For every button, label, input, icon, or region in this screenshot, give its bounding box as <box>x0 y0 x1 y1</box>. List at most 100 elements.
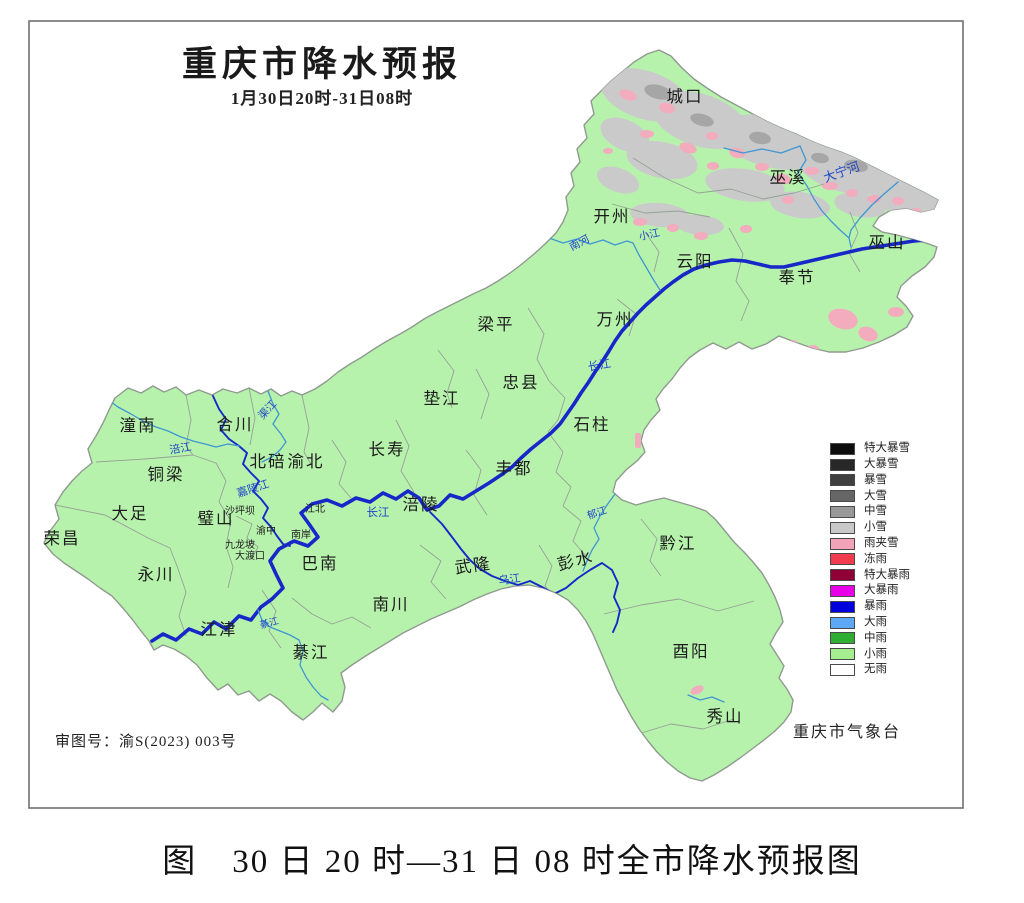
map-title: 重庆市降水预报 <box>181 45 462 84</box>
district-label: 黔江 <box>660 534 697 553</box>
qijiang-river <box>257 609 329 701</box>
legend-item: 冻雨 <box>830 552 910 568</box>
legend-label: 雨夹雪 <box>864 536 899 549</box>
district-label: 铜梁 <box>148 465 185 484</box>
legend-swatch <box>830 458 855 471</box>
district-label: 巴南 <box>302 554 339 573</box>
figure-caption: 图 30 日 20 时—31 日 08 时全市降水预报图 <box>162 844 862 880</box>
district-label: 长寿 <box>369 440 406 459</box>
sleet-patch <box>755 163 769 171</box>
city-district-label: 九龙坡 <box>225 538 255 551</box>
legend-item: 中雨 <box>830 631 910 647</box>
legend-label: 大雨 <box>864 615 887 628</box>
legend-item: 特大暴雪 <box>830 441 910 457</box>
district-line <box>562 505 587 557</box>
sleet-patch <box>892 197 904 205</box>
sleet-patch <box>867 195 881 203</box>
district-label: 垫江 <box>424 389 461 408</box>
legend-label: 大雪 <box>864 489 887 502</box>
district-line <box>728 227 750 322</box>
district-label: 璧山 <box>198 509 235 528</box>
legend-swatch <box>830 632 855 645</box>
legend-item: 大雨 <box>830 615 910 631</box>
legend-label: 冻雨 <box>864 552 887 565</box>
district-label: 云阳 <box>677 252 714 271</box>
sleet-patch <box>659 102 675 114</box>
district-label: 合川 <box>217 415 254 434</box>
moderate-snow-patch <box>749 131 771 145</box>
district-label: 梁平 <box>478 315 515 334</box>
sleet-patch <box>909 298 923 306</box>
district-label: 武隆 <box>454 554 493 578</box>
district-line <box>555 471 572 507</box>
river-label: 小江 <box>638 227 662 243</box>
moderate-snow-patch <box>690 113 714 127</box>
sleet-patch <box>690 685 704 695</box>
sleet-patch <box>640 130 654 138</box>
district-line <box>291 597 372 629</box>
sleet-patch <box>822 182 838 190</box>
youyang-stream <box>687 694 725 703</box>
sleet-patch <box>635 433 641 448</box>
district-line <box>185 394 194 456</box>
district-line <box>637 718 735 735</box>
snow-patch <box>676 214 724 236</box>
legend-label: 无雨 <box>864 663 887 676</box>
fu-river <box>106 398 240 448</box>
sleet-patches <box>603 89 931 695</box>
legend-label: 小雨 <box>864 647 887 660</box>
district-line <box>419 544 447 600</box>
legend: 特大暴雪 大暴雪 暴雪 大雪 中雪 小雪 雨夹雪 冻雨 特大暴雨 大暴雨 暴雨 大雨 中雨 小雨 无雨 <box>830 441 910 678</box>
daning-river <box>797 145 852 248</box>
legend-swatch <box>830 600 855 613</box>
district-line <box>301 394 313 467</box>
legend-item: 雨夹雪 <box>830 536 910 552</box>
daning-river-branch-east <box>848 181 899 239</box>
snow-patch <box>912 192 938 232</box>
district-line <box>176 565 187 637</box>
legend-item: 特大暴雨 <box>830 567 910 583</box>
sleet-patch <box>633 218 647 226</box>
district-label: 大足 <box>112 504 149 523</box>
legend-swatch <box>830 585 855 598</box>
district-label: 北碚 <box>250 452 287 471</box>
legend-item: 大暴雨 <box>830 583 910 599</box>
legend-swatch <box>830 664 855 677</box>
river-label: 乌江 <box>498 571 522 588</box>
district-label: 丰都 <box>496 459 533 478</box>
snow-patch <box>600 117 650 153</box>
district-line <box>640 518 662 577</box>
sleet-patch <box>667 224 679 232</box>
district-label: 涪陵 <box>403 495 440 514</box>
district-label: 忠县 <box>503 373 540 392</box>
xiaojiang-river <box>548 237 661 291</box>
district-line <box>192 454 227 503</box>
district-line <box>395 419 415 493</box>
legend-swatch <box>830 616 855 629</box>
legend-swatch <box>830 569 855 582</box>
legend-swatch <box>830 521 855 534</box>
district-label: 城口 <box>667 87 704 106</box>
legend-item: 大雪 <box>830 488 910 504</box>
district-line <box>54 504 178 567</box>
district-line <box>465 449 488 516</box>
district-label: 万州 <box>597 310 634 329</box>
district-label: 开州 <box>594 207 631 226</box>
district-line <box>218 501 234 589</box>
district-line <box>611 203 711 218</box>
district-label: 永川 <box>138 565 175 584</box>
legend-label: 大暴雨 <box>864 584 899 597</box>
moderate-snow-patch <box>811 152 829 164</box>
sleet-patch <box>706 132 718 140</box>
city-district-label: 渝中 <box>256 524 276 537</box>
legend-label: 暴雨 <box>864 600 887 613</box>
moderate-snow-patch <box>844 159 868 173</box>
map-frame <box>28 20 964 809</box>
district-line <box>331 439 352 499</box>
legend-label: 大暴雪 <box>864 457 899 470</box>
sleet-patch <box>740 225 752 233</box>
sleet-patch <box>775 173 791 185</box>
district-label: 渝北 <box>288 452 325 471</box>
